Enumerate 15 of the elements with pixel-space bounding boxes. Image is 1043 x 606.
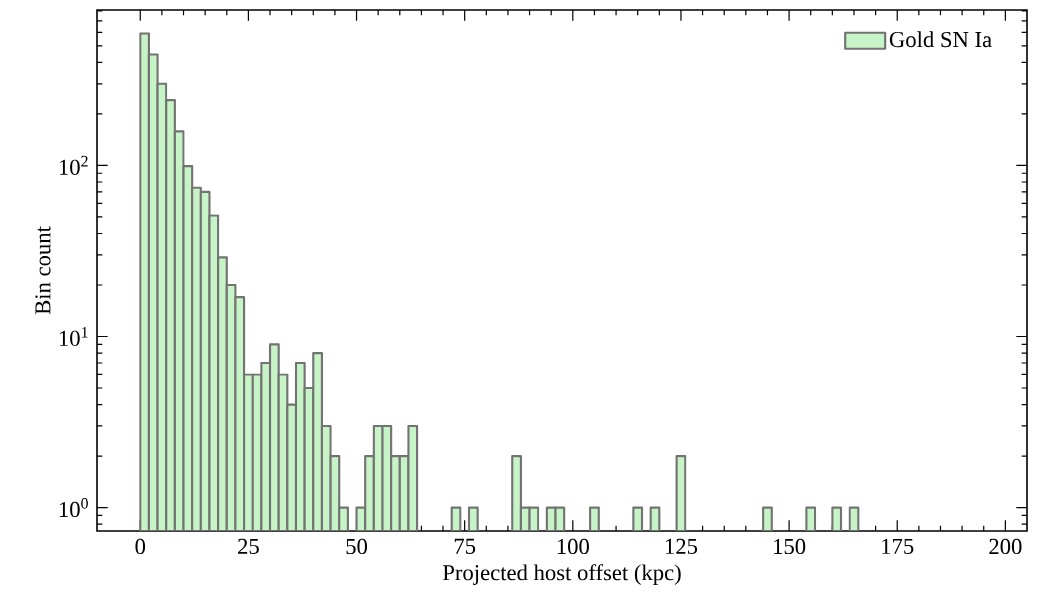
x-tick-label: 25 [238, 538, 259, 555]
x-axis-title: Projected host offset (kpc) [442, 564, 681, 585]
x-tick-label: 100 [557, 538, 589, 555]
x-tick-label: 50 [346, 538, 368, 555]
x-tick-label: 125 [665, 538, 698, 555]
y-tick-label: 10$^{1}$ [59, 326, 88, 347]
y-tick-label: 10$^{0}$ [59, 498, 88, 518]
x-tick-label: 75 [454, 538, 476, 554]
x-tick-label: 175 [882, 538, 914, 554]
x-tick-label: 0 [135, 538, 146, 555]
x-tick-label: 150 [774, 538, 806, 555]
x-tick-label: 200 [989, 538, 1022, 555]
legend-label: Gold SN Ia [889, 31, 992, 48]
y-axis-title: Bin count [35, 226, 51, 315]
y-tick-label: 10$^{2}$ [59, 155, 88, 175]
